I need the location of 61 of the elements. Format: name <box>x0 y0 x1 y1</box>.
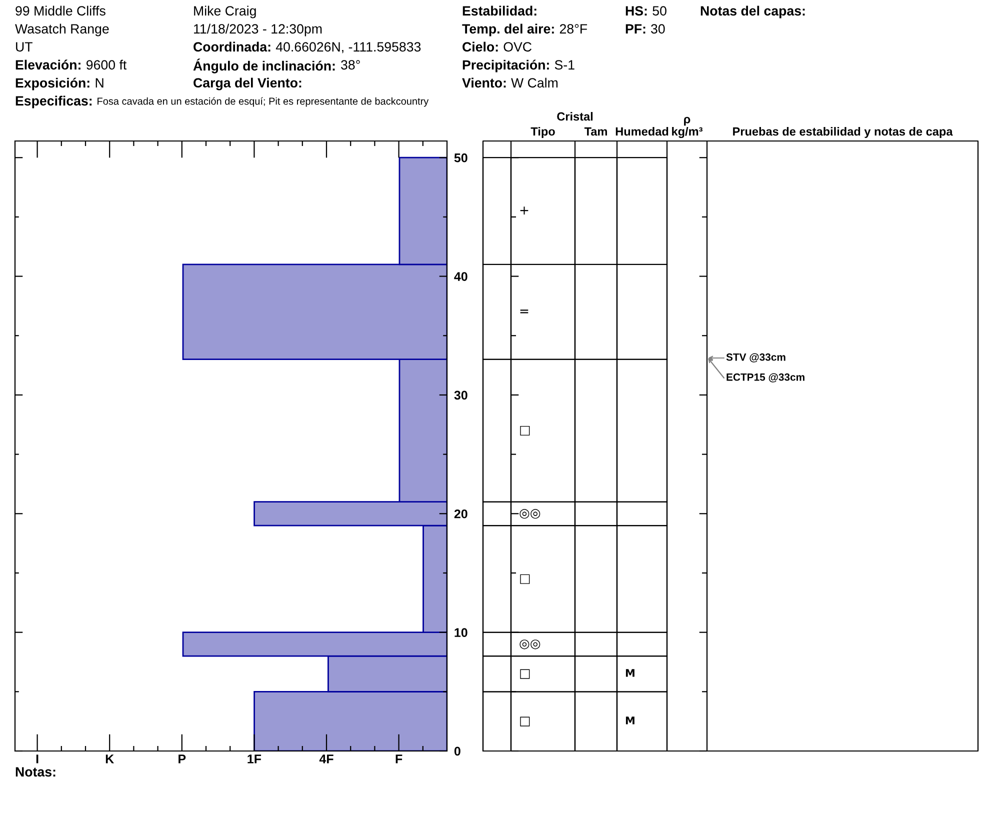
text: Notas del capas: <box>700 6 805 18</box>
data-label: □ <box>520 574 530 584</box>
text: Estabilidad: <box>462 6 536 16</box>
text: 40.66026N, -111.595833 <box>276 42 421 54</box>
text: STV @33cm <box>726 353 786 362</box>
data-label: ◎◎ <box>520 509 540 519</box>
y-tick-label: 30 <box>454 390 468 400</box>
data-label: = <box>520 310 528 314</box>
text: Especificas: <box>16 96 92 108</box>
text: Coordinada: <box>194 42 270 52</box>
data-label: M <box>626 669 634 677</box>
data-label: □ <box>520 669 530 679</box>
text: 38° <box>341 60 360 70</box>
text: K <box>106 754 114 764</box>
text: Mike Craig <box>194 6 256 18</box>
data-label: ◎◎ <box>520 640 540 650</box>
text: Ángulo de inclinación: <box>193 58 335 74</box>
text: Exposición: <box>16 78 90 90</box>
x-tick-label: ρ kg/m³ <box>672 116 702 138</box>
text: PF: <box>626 24 646 34</box>
data-label: + <box>520 206 528 214</box>
data-label: □ <box>520 716 530 726</box>
text: Cristal <box>557 112 593 121</box>
y-tick-label: 10 <box>454 628 468 637</box>
text: 1F <box>248 754 262 764</box>
text: Elevación: <box>16 60 80 70</box>
y-tick-label: 50 <box>454 153 468 162</box>
text: Pruebas de estabilidad y notas de capa <box>733 126 953 138</box>
text: Temp. del aire: <box>462 24 554 36</box>
text: Cielo: <box>462 42 498 52</box>
y-tick-label: 40 <box>454 272 468 281</box>
text: I <box>36 754 38 764</box>
text: 30 <box>651 24 665 34</box>
x-tick-label: Humedad <box>616 126 668 136</box>
text: S-1 <box>554 60 574 70</box>
text: 4F <box>319 754 334 764</box>
text: Viento: <box>462 78 506 88</box>
text: Wasatch Range <box>15 24 109 36</box>
x-tick-label: Tam <box>584 127 607 136</box>
text: 99 Middle Cliffs <box>16 6 106 16</box>
data-label: M <box>626 716 634 724</box>
text: Notas: <box>16 767 56 777</box>
y-tick-label: 20 <box>454 509 468 518</box>
text: ECTP15 @33cm <box>726 373 804 382</box>
data-label: □ <box>520 426 530 436</box>
text: Fosa cavada en un estación de esquí; Pit es representante de backcountry <box>98 97 429 107</box>
x-tick-label: Tipo <box>530 126 555 138</box>
text: N <box>96 78 104 88</box>
text: Precipitación: <box>462 60 549 72</box>
text: P <box>178 754 186 764</box>
text: F <box>396 754 402 764</box>
text: W Calm <box>511 78 558 88</box>
text: Carga del Viento: <box>194 78 302 90</box>
text: 50 <box>652 6 666 16</box>
text: 9600 ft <box>86 60 127 70</box>
text: 28°F <box>560 24 588 34</box>
text: 11/18/2023 - 12:30pm <box>194 24 322 36</box>
y-tick-label: 0 <box>454 746 460 756</box>
text: HS: <box>626 6 647 16</box>
text: UT <box>16 42 32 52</box>
text: OVC <box>504 42 532 52</box>
